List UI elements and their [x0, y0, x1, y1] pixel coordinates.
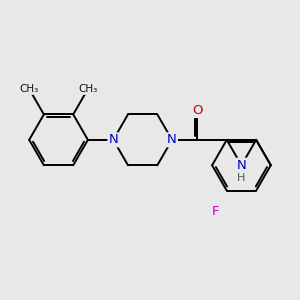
Text: CH₃: CH₃ — [78, 84, 98, 94]
Text: N: N — [237, 159, 246, 172]
Text: O: O — [192, 104, 203, 117]
Text: F: F — [211, 205, 219, 218]
Text: H: H — [237, 173, 246, 184]
Text: N: N — [167, 133, 177, 146]
Text: CH₃: CH₃ — [20, 84, 39, 94]
Text: N: N — [108, 133, 118, 146]
